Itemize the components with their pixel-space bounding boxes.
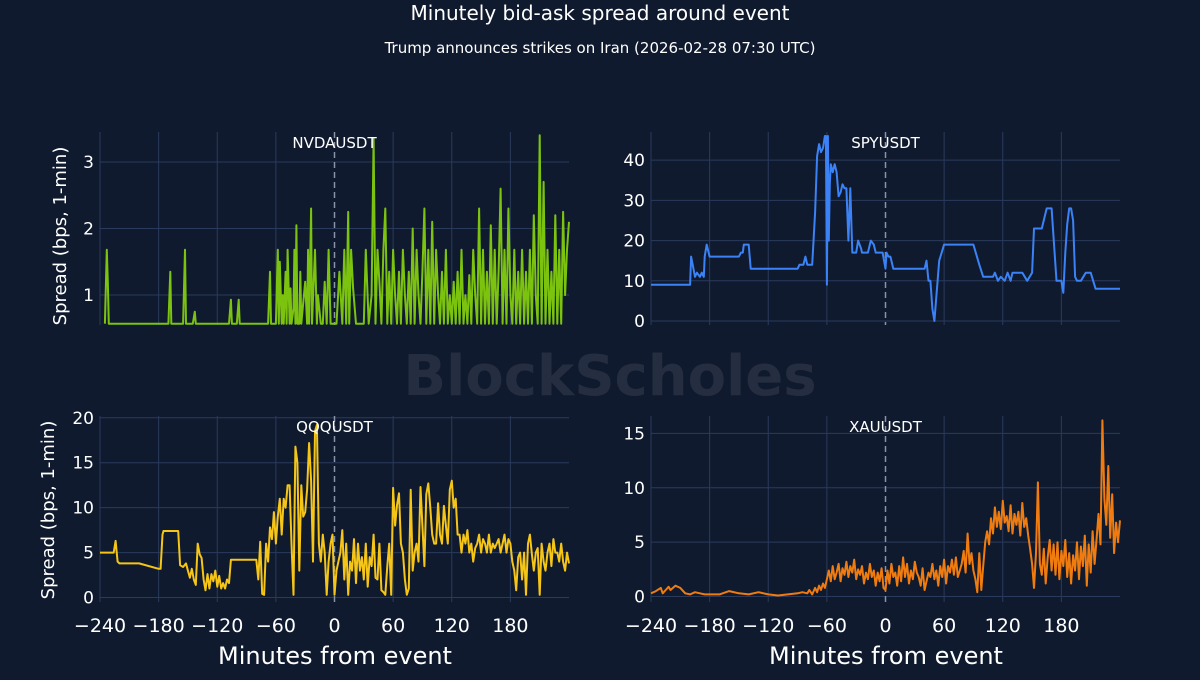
y-tick-label: 3 (83, 153, 94, 173)
x-tick-label: −120 (191, 615, 243, 637)
y-tick-label: 10 (623, 272, 645, 292)
y-axis-label-top: Spread (bps, 1-min) (50, 147, 71, 326)
y-tick-label: 20 (623, 232, 645, 252)
x-tick-label: −120 (742, 615, 794, 637)
x-tick-label: 0 (328, 615, 340, 637)
panel-title: SPYUSDT (851, 134, 920, 152)
x-tick-label: 60 (932, 615, 956, 637)
series-line-nvdausdt (103, 134, 570, 325)
y-tick-label: 2 (83, 220, 94, 240)
y-tick-label: 0 (634, 588, 645, 608)
x-axis-label-left: Minutes from event (218, 642, 452, 670)
y-tick-label: 20 (72, 409, 94, 429)
watermark: BlockScholes (403, 344, 816, 409)
chart-subtitle: Trump announces strikes on Iran (2026-02… (384, 39, 816, 57)
x-tick-label: 60 (381, 615, 405, 637)
x-tick-label: −240 (625, 615, 677, 637)
series-line-qqqusdt (100, 424, 570, 596)
x-tick-label: −60 (256, 615, 296, 637)
y-tick-label: 5 (83, 544, 94, 564)
x-tick-label: 180 (1043, 615, 1079, 637)
y-tick-label: 10 (623, 479, 645, 499)
x-tick-label: 120 (985, 615, 1021, 637)
y-tick-label: 15 (72, 454, 94, 474)
x-axis-label-right: Minutes from event (769, 642, 1003, 670)
y-tick-label: 30 (623, 191, 645, 211)
series-line-xauusdt (650, 419, 1121, 597)
x-tick-label: −180 (684, 615, 736, 637)
x-tick-label: −60 (807, 615, 847, 637)
y-tick-label: 1 (83, 286, 94, 306)
x-tick-label: 180 (492, 615, 528, 637)
y-tick-label: 15 (623, 424, 645, 444)
panel-xauusdt: 0 5 10 15 XAUUSDT −240 −180 −120 −60 0 60 120 180 (623, 416, 1121, 637)
y-tick-label: 10 (72, 499, 94, 519)
panel-qqqusdt: 0 5 10 15 20 QQQUSDT −240 −180 −120 −60 0 60 120 180 (72, 409, 570, 637)
y-tick-label: 0 (634, 312, 645, 332)
subplot-grid: 1 2 3 NVDAUSDT 0 10 20 30 40 SPYUSDT 0 5 10 15 20 QQQUS… (72, 132, 1121, 637)
chart-title: Minutely bid-ask spread around event (411, 1, 790, 25)
y-tick-label: 40 (623, 151, 645, 171)
panel-spyusdt: 0 10 20 30 40 SPYUSDT (623, 132, 1120, 332)
panel-title: QQQUSDT (296, 418, 373, 436)
panel-title: XAUUSDT (849, 418, 923, 436)
y-tick-label: 0 (83, 589, 94, 609)
x-tick-label: 0 (879, 615, 891, 637)
series-line-spyusdt (651, 135, 1120, 322)
x-tick-label: −240 (74, 615, 126, 637)
panel-nvdausdt: 1 2 3 NVDAUSDT (83, 132, 570, 325)
panel-title: NVDAUSDT (292, 134, 377, 152)
x-tick-label: −180 (133, 615, 185, 637)
y-tick-label: 5 (634, 533, 645, 553)
x-tick-label: 120 (434, 615, 470, 637)
y-axis-label-bottom: Spread (bps, 1-min) (38, 421, 59, 600)
